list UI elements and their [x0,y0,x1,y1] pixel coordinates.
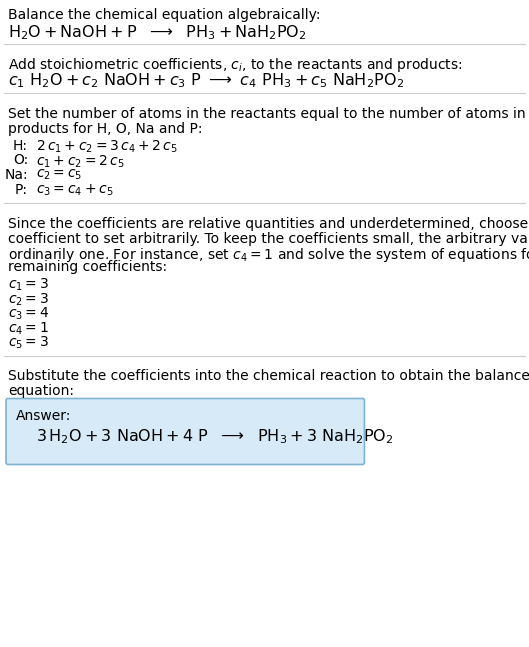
Text: $c_1 + c_2 = 2\,c_5$: $c_1 + c_2 = 2\,c_5$ [36,153,125,170]
Text: Balance the chemical equation algebraically:: Balance the chemical equation algebraica… [8,8,321,22]
Text: H:: H: [13,139,28,153]
Text: O:: O: [13,153,28,168]
Text: coefficient to set arbitrarily. To keep the coefficients small, the arbitrary va: coefficient to set arbitrarily. To keep … [8,232,529,245]
Text: $c_1 = 3$: $c_1 = 3$ [8,277,49,293]
Text: $c_2 = 3$: $c_2 = 3$ [8,292,49,308]
Text: $\mathrm{H_2O + NaOH + P\ \ \longrightarrow\ \ PH_3 + NaH_2PO_2}$: $\mathrm{H_2O + NaOH + P\ \ \longrightar… [8,23,307,42]
Text: $c_5 = 3$: $c_5 = 3$ [8,335,49,351]
Text: P:: P: [15,182,28,197]
Text: $c_1\ \mathrm{H_2O} + c_2\ \mathrm{NaOH} + c_3\ \mathrm{P}\ \longrightarrow\ c_4: $c_1\ \mathrm{H_2O} + c_2\ \mathrm{NaOH}… [8,71,404,90]
Text: $2\,c_1 + c_2 = 3\,c_4 + 2\,c_5$: $2\,c_1 + c_2 = 3\,c_4 + 2\,c_5$ [36,139,178,155]
Text: Na:: Na: [4,168,28,182]
Text: $c_4 = 1$: $c_4 = 1$ [8,320,49,337]
Text: Answer:: Answer: [16,408,71,422]
Text: products for H, O, Na and P:: products for H, O, Na and P: [8,122,203,135]
Text: $c_3 = c_4 + c_5$: $c_3 = c_4 + c_5$ [36,182,114,198]
Text: $3\,\mathrm{H_2O} + 3\ \mathrm{NaOH} + 4\ \mathrm{P}\ \ \longrightarrow\ \ \math: $3\,\mathrm{H_2O} + 3\ \mathrm{NaOH} + 4… [36,427,394,446]
Text: $c_2 = c_5$: $c_2 = c_5$ [36,168,83,182]
Text: $c_3 = 4$: $c_3 = 4$ [8,306,49,322]
Text: remaining coefficients:: remaining coefficients: [8,261,167,274]
Text: ordinarily one. For instance, set $c_4 = 1$ and solve the system of equations fo: ordinarily one. For instance, set $c_4 =… [8,246,529,264]
Text: Since the coefficients are relative quantities and underdetermined, choose a: Since the coefficients are relative quan… [8,217,529,231]
Text: equation:: equation: [8,384,74,398]
Text: Add stoichiometric coefficients, $c_i$, to the reactants and products:: Add stoichiometric coefficients, $c_i$, … [8,56,463,74]
Text: Substitute the coefficients into the chemical reaction to obtain the balanced: Substitute the coefficients into the che… [8,369,529,384]
Text: Set the number of atoms in the reactants equal to the number of atoms in the: Set the number of atoms in the reactants… [8,107,529,121]
FancyBboxPatch shape [6,399,364,465]
